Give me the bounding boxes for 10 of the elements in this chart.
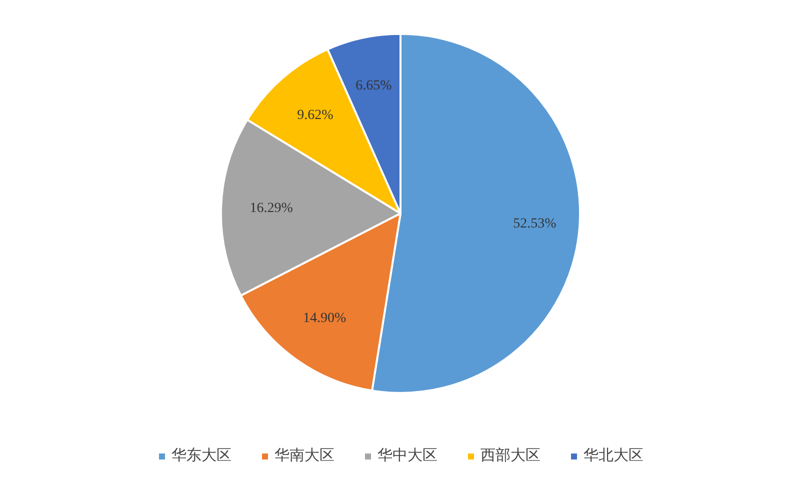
data-label: 9.62% bbox=[297, 108, 334, 124]
legend-label: 华南大区 bbox=[274, 446, 334, 465]
legend-label: 华北大区 bbox=[584, 446, 644, 465]
data-label: 6.65% bbox=[356, 78, 392, 94]
data-label: 52.53% bbox=[513, 216, 557, 232]
data-label: 14.90% bbox=[303, 311, 347, 326]
legend-label: 西部大区 bbox=[480, 446, 540, 465]
data-label: 16.29% bbox=[250, 201, 294, 216]
legend-label: 华中大区 bbox=[378, 446, 438, 465]
legend-label: 华东大区 bbox=[172, 446, 232, 465]
